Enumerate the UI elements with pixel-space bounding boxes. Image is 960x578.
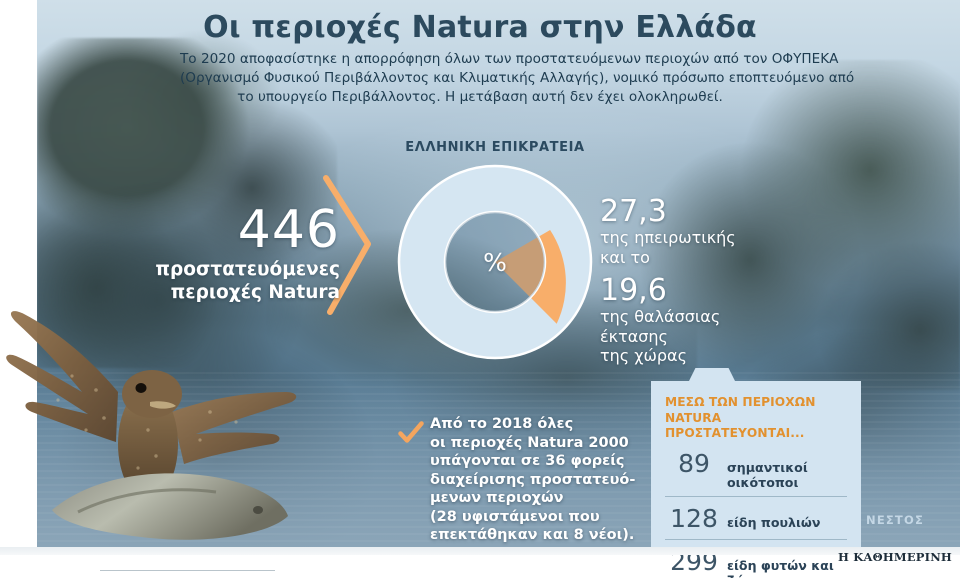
- card-heading: ΜΕΣΩ ΤΩΝ ΠΕΡΙΟΧΩΝ NATURA ΠΡΟΣΤΑΤΕΥΟΝΤΑΙ.…: [665, 395, 861, 442]
- coverage-stats: 27,3 της ηπειρωτικής και το 19,6 της θαλ…: [600, 196, 790, 366]
- row-number: 89: [678, 448, 710, 478]
- continental-percent-desc-2: και το: [600, 247, 650, 267]
- protected-areas-label-1: προστατευόμενες: [155, 259, 340, 280]
- continental-percent-desc-1: της ηπειρωτικής: [600, 228, 736, 247]
- protected-areas-number: 446: [237, 200, 340, 260]
- subtitle-line-2: (Οργανισμό Φυσικού Περιβάλλοντος και Κλι…: [180, 70, 855, 86]
- chevron-right-icon: [323, 175, 371, 315]
- note-line-5: μενων περιοχών: [430, 490, 564, 506]
- check-icon: [398, 421, 424, 443]
- management-note-text: Από το 2018 όλες οι περιοχές Natura 2000…: [430, 415, 638, 545]
- donut-segment-orange: [495, 230, 566, 324]
- protected-areas-label-2: περιοχές Natura: [170, 282, 340, 303]
- card-heading-line-2: NATURA ΠΡΟΣΤΑΤΕΥΟΝΤΑΙ...: [665, 410, 805, 441]
- page-subtitle: Το 2020 αποφασίστηκε η απορρόφηση όλων τ…: [180, 50, 855, 107]
- footer-divider: [0, 547, 960, 555]
- card-notch: [689, 368, 735, 381]
- note-line-6: (28 υφιστάμενοι που: [430, 508, 600, 525]
- note-line-3: υπάγονται σε 36 φορείς: [430, 453, 625, 469]
- row-label: είδη φυτών και ζώων: [727, 557, 834, 578]
- subtitle-line-3: το υπουργείο Περιβάλλοντος. Η μετάβαση α…: [237, 89, 723, 105]
- note-line-7: επεκτάθηκαν και 8 νέοι).: [430, 527, 635, 543]
- row-label: σημαντικοί οικότοποι: [727, 459, 808, 490]
- species-card: ΜΕΣΩ ΤΩΝ ΠΕΡΙΟΧΩΝ NATURA ΠΡΟΣΤΑΤΕΥΟΝΤΑΙ.…: [651, 368, 861, 578]
- card-heading-line-1: ΜΕΣΩ ΤΩΝ ΠΕΡΙΟΧΩΝ: [665, 395, 816, 409]
- nightjar-bird-image: [6, 311, 297, 540]
- footer-rule: [100, 570, 275, 571]
- protected-areas-stat: 446 προστατευόμενες περιοχές Natura: [120, 200, 340, 304]
- table-row: 89 σημαντικοί οικότοποι: [665, 442, 847, 496]
- marine-percent-value: 19,6: [600, 273, 667, 308]
- marine-percent-desc-1: της θαλάσσιας: [600, 307, 721, 326]
- marine-percent-desc-3: της χώρας: [600, 346, 687, 365]
- continental-percent-value: 27,3: [600, 194, 667, 229]
- note-line-4: διαχείρισης προστατευό-: [430, 471, 636, 488]
- donut-chart: [395, 162, 595, 362]
- row-label: είδη πουλιών: [727, 514, 821, 530]
- subtitle-line-1: Το 2020 αποφασίστηκε η απορρόφηση όλων τ…: [180, 51, 839, 67]
- note-line-2: οι περιοχές Natura 2000: [430, 434, 629, 451]
- note-line-1: Από το 2018 όλες: [430, 416, 574, 432]
- marine-percent-desc-2: έκτασης: [600, 326, 668, 346]
- table-row: 128 είδη πουλιών: [665, 495, 847, 539]
- management-note: Από το 2018 όλες οι περιοχές Natura 2000…: [398, 415, 638, 545]
- publisher-logo: Η ΚΑΘΗΜΕΡΙΝΗ: [838, 550, 952, 564]
- row-number: 128: [670, 503, 718, 533]
- page-title: Οι περιοχές Natura στην Ελλάδα: [203, 10, 757, 45]
- table-row: 299 είδη φυτών και ζώων: [665, 538, 847, 578]
- photo-caption: ΝΕΣΤΟΣ: [866, 513, 925, 527]
- chart-heading: ΕΛΛΗΝΙΚΗ ΕΠΙΚΡΑΤΕΙΑ: [405, 140, 585, 155]
